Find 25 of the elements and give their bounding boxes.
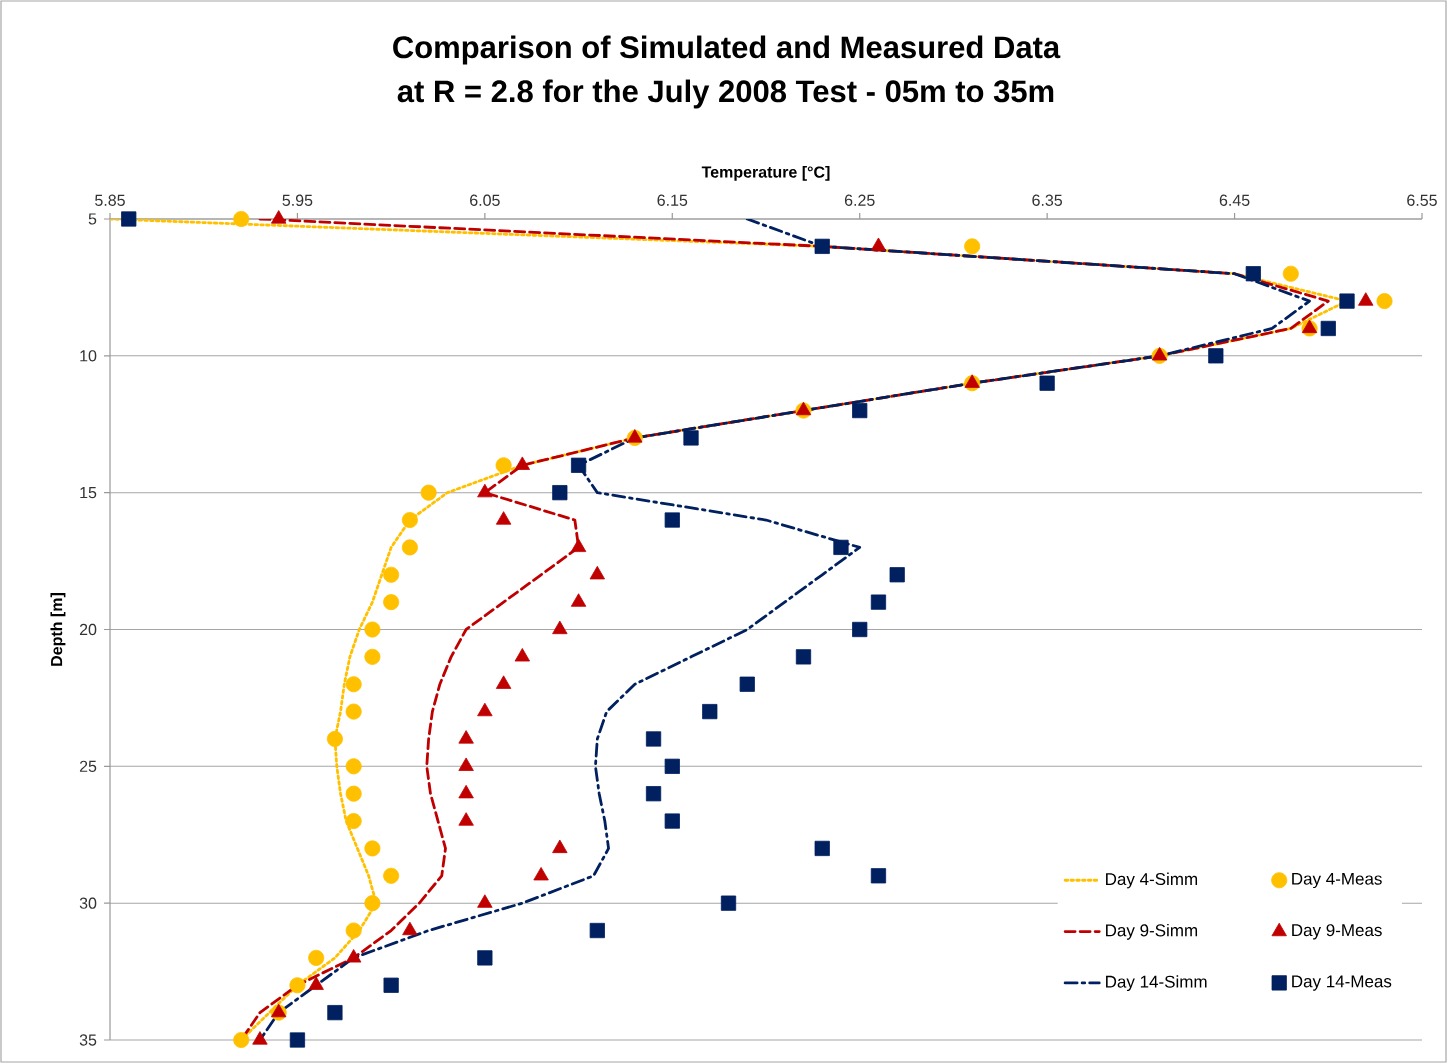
x-tick-label: 6.25 — [844, 194, 875, 206]
x-tick-label: 6.45 — [1219, 194, 1250, 206]
x-axis-title: Temperature [°C] — [701, 165, 830, 181]
legend-label: Day 4-Meas — [1292, 872, 1382, 889]
legend-label: Day 9-Meas — [1292, 924, 1382, 940]
y-tick-label: 25 — [79, 760, 97, 772]
legend-label: Day 14-Meas — [1292, 975, 1392, 991]
x-tick-label: 6.05 — [470, 194, 500, 206]
y-tick-label: 35 — [79, 1034, 97, 1046]
x-tick-label: 5.85 — [95, 194, 125, 206]
x-tick-label: 5.95 — [282, 194, 313, 206]
x-tick-label: 6.35 — [1032, 194, 1063, 206]
y-tick-label: 30 — [79, 897, 97, 909]
y-tick-label: 5 — [88, 213, 97, 225]
chart-title: Comparison of Simulated and Measured Data — [393, 35, 1061, 65]
chart-subtitle: at R = 2.8 for the July 2008 Test - 05m to 35m — [397, 79, 1054, 109]
y-axis-title: Depth [m] — [50, 593, 66, 666]
legend-label: Day 4-Simm — [1106, 872, 1198, 889]
legend-label: Day 9-Simm — [1106, 923, 1198, 940]
y-tick-label: 20 — [79, 623, 97, 636]
y-tick-label: 15 — [80, 487, 97, 499]
x-tick-label: 6.55 — [1407, 194, 1437, 206]
y-tick-label: 10 — [80, 350, 97, 362]
legend-label: Day 14-Simm — [1106, 975, 1207, 992]
x-tick-label: 6.15 — [657, 194, 688, 206]
